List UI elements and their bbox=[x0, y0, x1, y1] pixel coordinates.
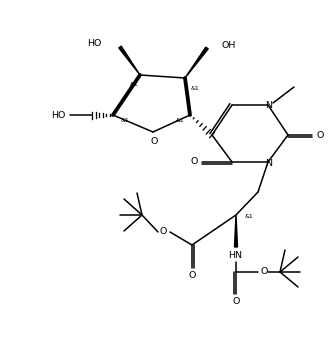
Text: O: O bbox=[260, 268, 268, 276]
Text: &1: &1 bbox=[191, 86, 200, 91]
Text: HN: HN bbox=[228, 251, 242, 261]
Text: &1: &1 bbox=[129, 82, 138, 87]
Text: O: O bbox=[188, 272, 196, 280]
Polygon shape bbox=[185, 47, 208, 78]
Text: HO: HO bbox=[51, 111, 65, 120]
Text: O: O bbox=[190, 157, 198, 166]
Text: HO: HO bbox=[88, 39, 102, 49]
Text: &1: &1 bbox=[175, 119, 184, 123]
Text: &1: &1 bbox=[121, 119, 130, 123]
Text: &1: &1 bbox=[245, 214, 254, 219]
Text: O: O bbox=[159, 227, 167, 237]
Polygon shape bbox=[235, 215, 238, 247]
Polygon shape bbox=[119, 46, 140, 75]
Text: N: N bbox=[266, 158, 272, 167]
Text: O: O bbox=[232, 298, 240, 306]
Text: OH: OH bbox=[222, 40, 236, 50]
Text: O: O bbox=[150, 136, 158, 146]
Text: O: O bbox=[316, 130, 324, 140]
Text: N: N bbox=[266, 100, 272, 110]
